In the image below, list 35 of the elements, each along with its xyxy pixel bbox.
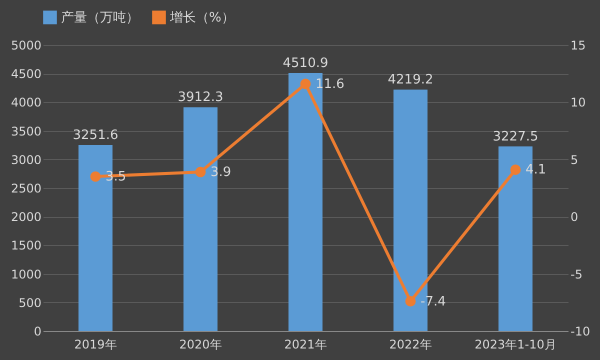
data-label: 3.5 [106,170,126,185]
y-tick-label: 0 [34,324,42,338]
legend-label: 产量（万吨） [61,10,139,26]
x-tick-label: 2019年 [74,338,117,352]
x-tick-label: 2021年 [284,338,327,352]
y-tick-label: 3500 [10,124,42,138]
data-label: 3912.3 [178,90,224,106]
x-tick-label: 2020年 [179,338,222,352]
point [195,166,206,178]
y-tick-label: 4000 [10,96,42,110]
data-label: 3227.5 [492,129,538,144]
y2-tick-label: 15 [570,38,586,52]
y-tick-label: 1000 [10,267,42,282]
point [510,164,521,175]
y2-tick-label: 10 [570,96,586,110]
data-label: 4510.9 [282,56,328,71]
x-tick-label: 2022年 [389,338,432,352]
data-label: 4219.2 [388,72,434,88]
y2-tick-label: -10 [570,324,590,338]
y2-tick-label: 5 [570,152,578,167]
y2-tick-label: 0 [570,210,578,224]
point [90,171,101,182]
y-tick-label: 3000 [10,152,42,167]
point [405,296,416,306]
y-tick-label: 2000 [10,210,42,224]
point [300,78,311,90]
y-tick-label: 2500 [10,182,42,196]
data-label: 3251.6 [72,128,118,144]
y2-tick-label: -5 [570,267,582,282]
y-tick-label: 1500 [10,238,42,253]
y-tick-label: 4500 [10,67,42,82]
y-tick-label: 500 [18,296,42,310]
x-tick-label: 2023年1-10月 [474,338,556,352]
y-tick-label: 5000 [10,38,42,52]
legend-label: 增长（%） [169,10,234,26]
